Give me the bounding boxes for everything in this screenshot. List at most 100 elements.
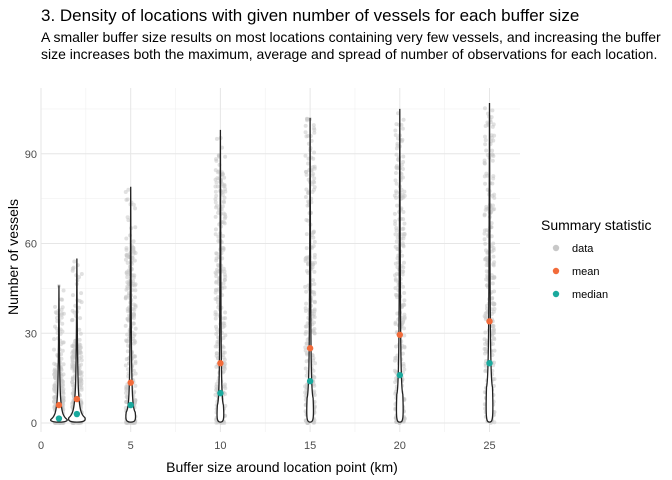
data-point [215, 300, 220, 305]
data-point [70, 268, 75, 273]
data-point [401, 319, 406, 324]
data-point [77, 350, 82, 355]
data-point [482, 237, 487, 242]
data-point [491, 336, 496, 341]
legend: Summary statistic data mean median [541, 217, 651, 301]
violin [125, 186, 137, 423]
data-point [77, 369, 82, 374]
data-point [393, 222, 398, 227]
data-point [484, 349, 489, 354]
data-point [393, 128, 398, 133]
data-point [312, 127, 317, 132]
data-point [221, 336, 226, 341]
x-tick-label: 10 [214, 440, 226, 452]
data-point [492, 420, 497, 425]
y-tick-label: 90 [25, 149, 37, 161]
data-point [311, 262, 316, 267]
data-point [489, 296, 494, 301]
data-point [491, 245, 496, 250]
data-point [133, 251, 138, 256]
data-point [304, 269, 309, 274]
data-point [77, 327, 82, 332]
data-point [76, 305, 81, 310]
data-point [131, 312, 136, 317]
mean-point [486, 318, 493, 325]
data-point [213, 205, 218, 210]
data-point [133, 340, 138, 345]
data-point [124, 294, 129, 299]
data-point [312, 269, 317, 274]
data-point [400, 195, 405, 200]
data-point [132, 283, 137, 288]
data-point [53, 370, 58, 375]
data-point [69, 318, 74, 323]
data-point [215, 312, 220, 317]
data-point [214, 193, 219, 198]
data-point [220, 325, 225, 330]
data-point [399, 162, 404, 167]
data-point [393, 232, 398, 237]
data-point [215, 170, 220, 175]
data-point [492, 306, 497, 311]
data-point [483, 248, 488, 253]
data-point [59, 312, 64, 317]
x-tick-label: 20 [394, 440, 406, 452]
data-point [52, 399, 57, 404]
data-point [222, 272, 227, 277]
data-point [213, 316, 218, 321]
data-point [79, 300, 84, 305]
data-point [130, 306, 135, 311]
data-point [490, 152, 495, 157]
data-point [311, 229, 316, 234]
data-point [491, 176, 496, 181]
data-point [311, 123, 316, 128]
data-point [394, 356, 399, 361]
data-point [222, 285, 227, 290]
data-point [303, 153, 308, 158]
data-point [490, 148, 495, 153]
data-point [125, 349, 130, 354]
data-point [125, 253, 130, 258]
data-point [76, 275, 81, 280]
median-point [306, 377, 314, 385]
data-point [402, 290, 407, 295]
median-point [127, 401, 134, 409]
x-tick-label: 15 [304, 440, 316, 452]
legend-key-median [552, 290, 560, 298]
data-point [482, 212, 487, 217]
legend-label-data: data [572, 243, 594, 255]
x-axis-ticks: 0 5 10 15 20 25 [38, 440, 496, 452]
data-point [402, 312, 407, 317]
data-point [396, 111, 401, 116]
data-point [125, 215, 130, 220]
data-point [492, 195, 497, 200]
data-point [133, 206, 138, 211]
violin [485, 102, 494, 423]
data-point [78, 316, 83, 321]
data-point [304, 301, 309, 306]
data-point [484, 204, 489, 209]
legend-label-mean: mean [572, 266, 600, 278]
data-point [131, 333, 136, 338]
data-point [402, 298, 407, 303]
data-point [482, 231, 487, 236]
data-point [490, 281, 495, 286]
mean-point [306, 345, 314, 352]
data-point [491, 330, 496, 335]
data-point [483, 363, 488, 368]
y-axis-ticks: 0 30 60 90 [25, 149, 37, 430]
data-point [215, 344, 220, 349]
data-point [312, 176, 317, 181]
data-point [482, 106, 487, 111]
data-point [402, 367, 407, 372]
data-point [214, 136, 219, 141]
data-point [484, 283, 489, 288]
data-point [221, 316, 226, 321]
data-point [394, 344, 399, 349]
data-point [125, 388, 130, 393]
data-point [222, 269, 227, 274]
data-point [310, 190, 315, 195]
data-point [79, 358, 84, 363]
data-point [221, 220, 226, 225]
data-point [124, 236, 129, 241]
